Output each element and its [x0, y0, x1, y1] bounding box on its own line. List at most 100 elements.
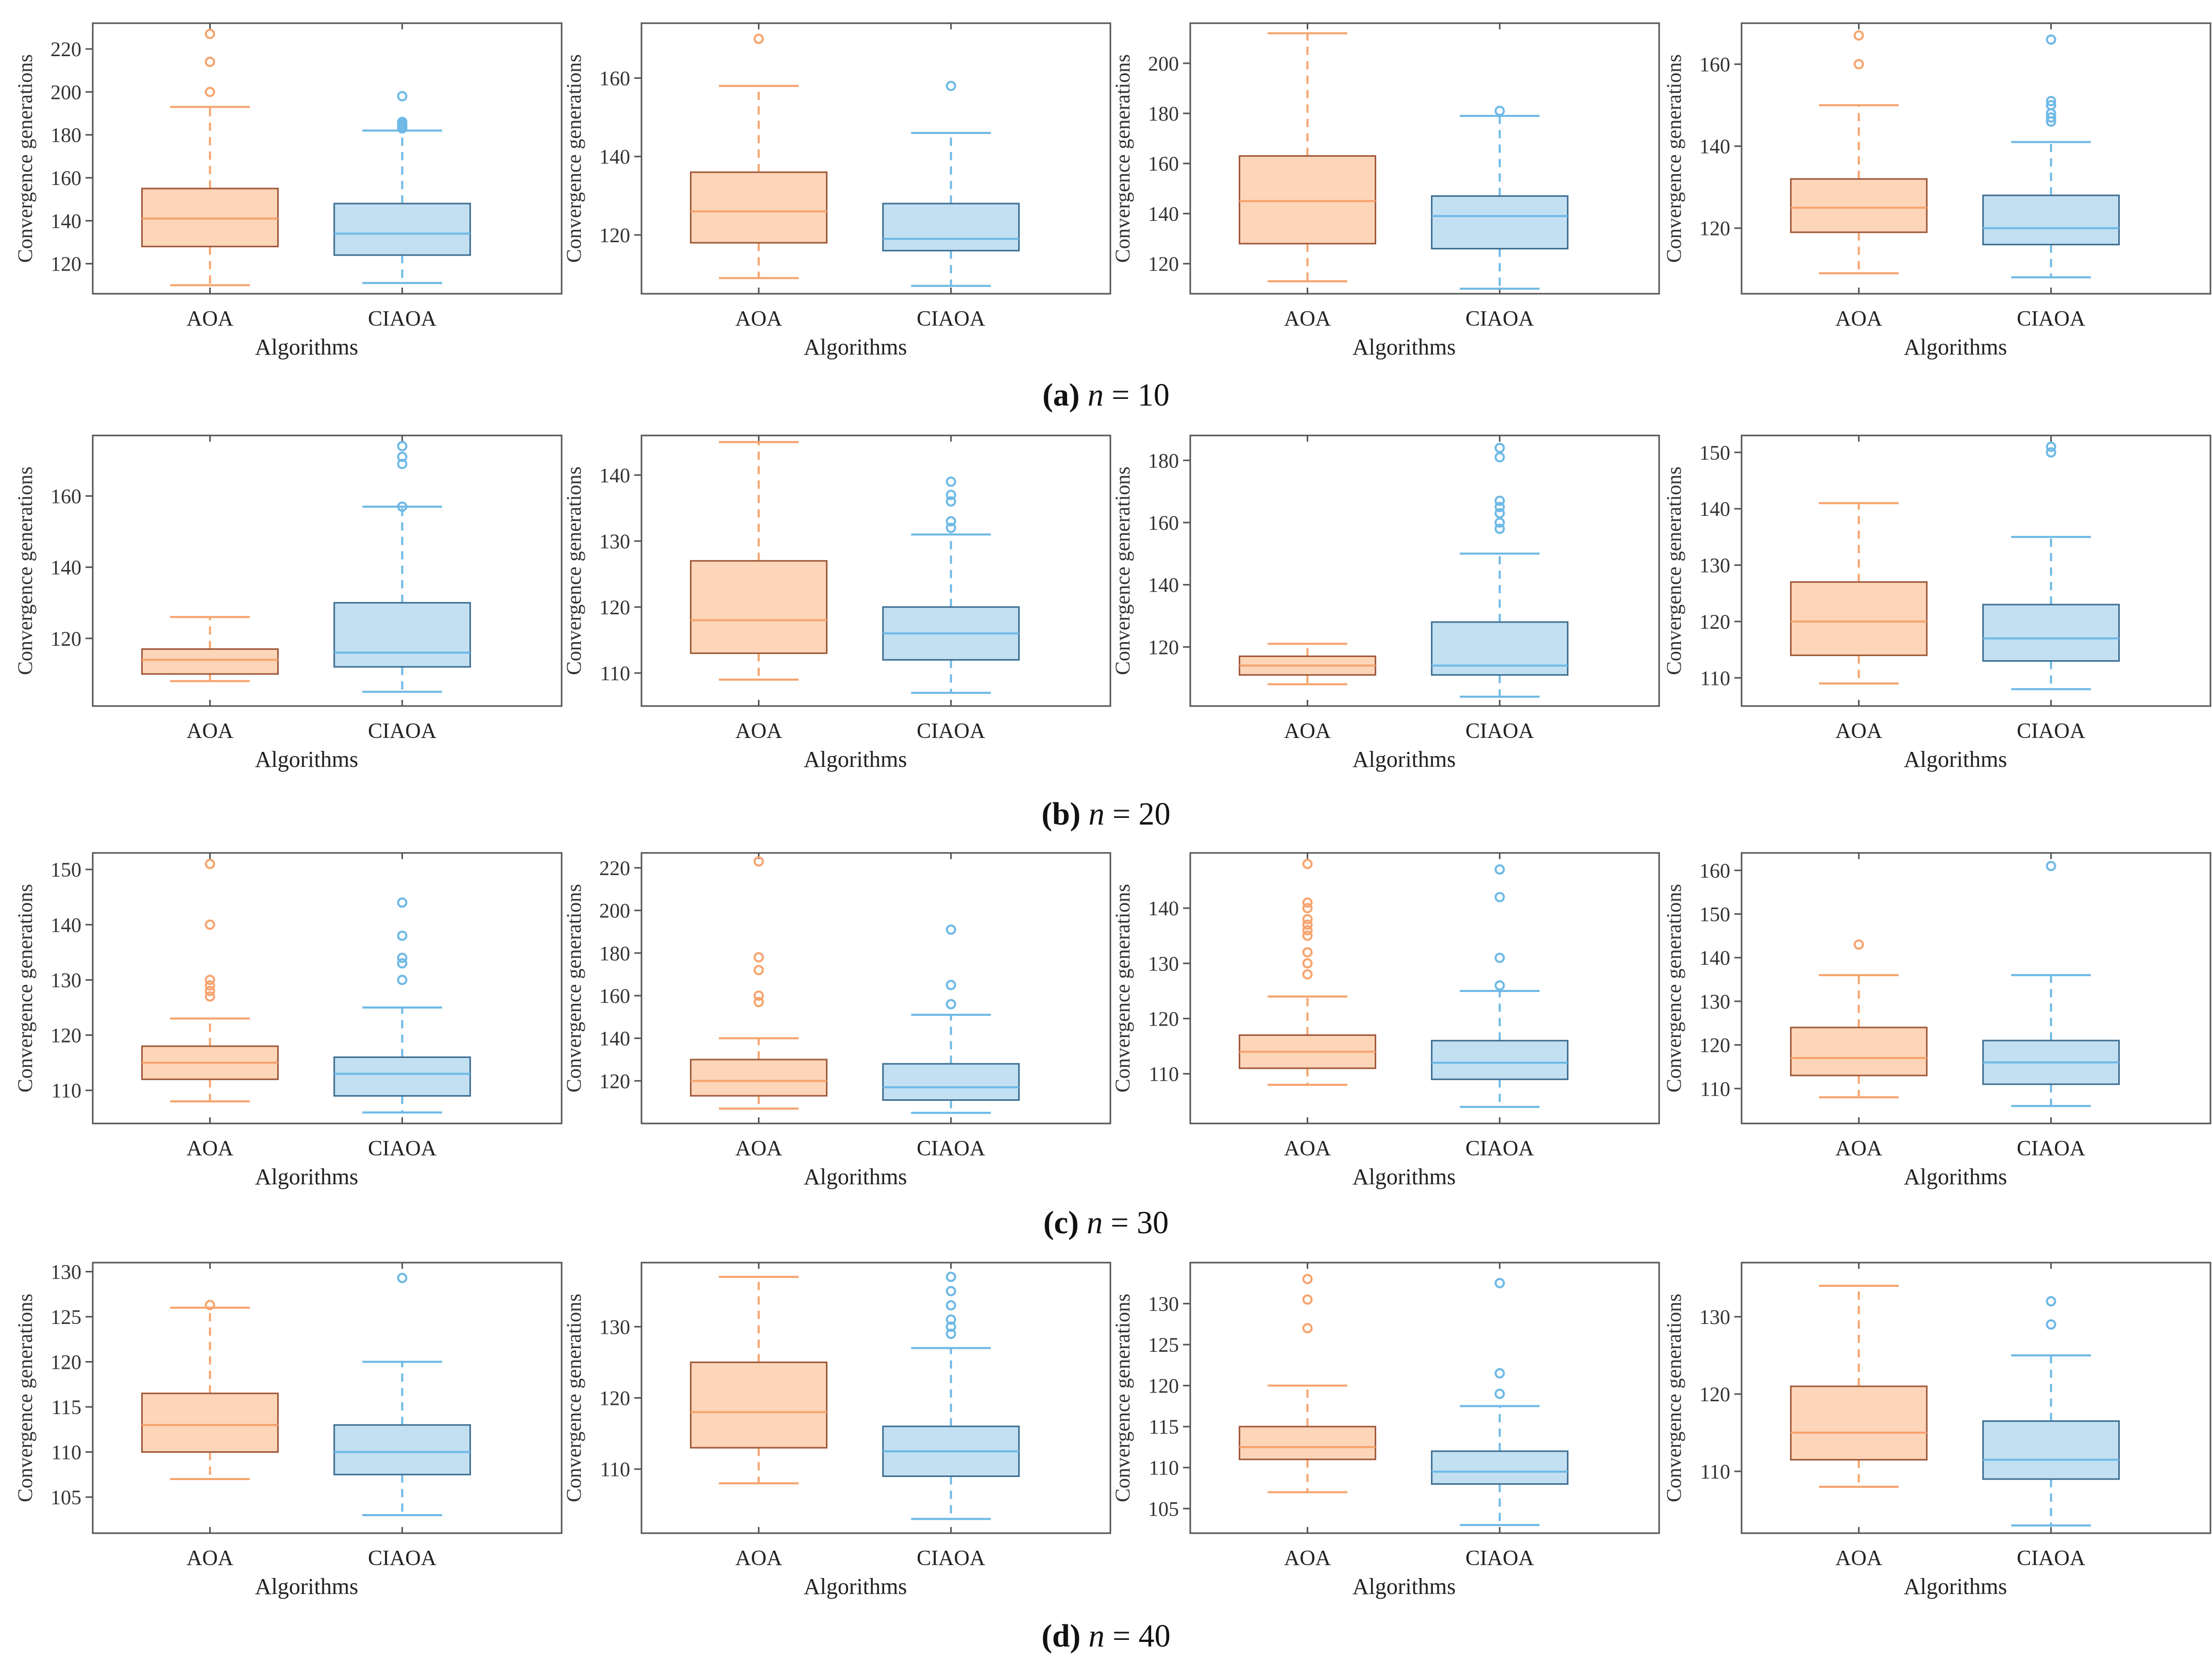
- x-axis-label: Algorithms: [255, 334, 358, 360]
- y-tick-label: 120: [50, 1351, 81, 1374]
- caption-var: n: [1088, 797, 1105, 832]
- outlier-point: [2046, 441, 2056, 452]
- y-tick-label: 120: [599, 1069, 630, 1093]
- y-tick-label: 110: [600, 1458, 630, 1481]
- box-iqr: [333, 1424, 471, 1475]
- y-tick-label: 110: [51, 1079, 81, 1102]
- outlier-point: [2046, 861, 2056, 871]
- outlier-point: [945, 516, 956, 527]
- outlier-point: [1853, 939, 1864, 950]
- x-tick-label: CIAOA: [2017, 1547, 2086, 1570]
- x-axis-label: Algorithms: [1904, 1164, 2007, 1189]
- x-axis-label: Algorithms: [1904, 334, 2007, 360]
- y-tick-label: 130: [50, 968, 81, 992]
- y-tick-label: 180: [1148, 102, 1179, 125]
- y-tick-label: 220: [599, 857, 630, 880]
- outlier-point: [2046, 1296, 2056, 1306]
- y-tick-label: 200: [50, 80, 81, 104]
- boxplot-panel: 120 140 160 180 200 Convergence generations AO…: [1111, 22, 1660, 360]
- boxplot-panel: 120 140 160 180 200 220 Convergence generation…: [562, 852, 1111, 1189]
- boxplot-panel: 110 120 130 140 150 Convergence generations AO…: [1662, 434, 2211, 772]
- y-tick-label: 140: [599, 464, 630, 487]
- y-tick-label: 120: [50, 253, 81, 276]
- boxplot-panel: 110 120 130 Convergence generations AOA CIAOA…: [562, 1262, 1111, 1599]
- y-axis-label: Convergence generations: [1111, 884, 1134, 1093]
- outlier-point: [945, 1286, 956, 1297]
- y-tick-label: 120: [599, 224, 630, 247]
- outlier-point: [397, 501, 408, 512]
- plot-frame: [1741, 22, 2211, 295]
- outlier-point: [1302, 859, 1313, 869]
- y-tick-label: 160: [599, 67, 630, 90]
- plot-frame: [640, 852, 1111, 1125]
- outlier-point: [1302, 930, 1313, 941]
- outlier-point: [753, 952, 764, 963]
- y-tick-label: 140: [1699, 135, 1730, 158]
- x-tick-label: AOA: [735, 1137, 783, 1161]
- x-axis-label: Algorithms: [804, 1574, 907, 1599]
- boxplot-panel: 110 120 130 140 Convergence generations AOA CI…: [562, 434, 1111, 772]
- y-tick-label: 120: [1699, 1034, 1730, 1057]
- y-tick-label: 140: [1148, 897, 1179, 920]
- x-tick-label: AOA: [735, 1547, 783, 1570]
- outlier-point: [397, 459, 408, 469]
- outlier-point: [1494, 501, 1505, 512]
- y-tick-label: 130: [1148, 1293, 1179, 1316]
- boxplot-panel: 105 110 115 120 125 130 Convergence generation…: [1111, 1262, 1660, 1599]
- caption-eq: = 10: [1111, 378, 1170, 413]
- x-tick-label: CIAOA: [368, 1547, 437, 1570]
- y-tick-label: 130: [1699, 1305, 1730, 1329]
- outlier-point: [1494, 1368, 1505, 1379]
- y-tick-label: 130: [599, 1315, 630, 1338]
- y-tick-label: 120: [599, 596, 630, 619]
- x-tick-label: AOA: [187, 1547, 234, 1570]
- x-axis-label: Algorithms: [1353, 1164, 1456, 1189]
- caption-var: n: [1088, 1619, 1105, 1654]
- box-iqr: [1239, 155, 1376, 245]
- y-tick-label: 115: [51, 1396, 81, 1419]
- outlier-point: [205, 919, 215, 930]
- x-tick-label: AOA: [1284, 719, 1331, 743]
- y-axis-label: Convergence generations: [1111, 54, 1134, 263]
- plot-frame: [1741, 852, 2211, 1125]
- y-tick-label: 120: [1148, 635, 1179, 659]
- x-tick-label: AOA: [1284, 307, 1331, 331]
- caption-label: (c): [1043, 1205, 1079, 1240]
- y-tick-label: 160: [50, 166, 81, 190]
- x-tick-label: CIAOA: [917, 307, 986, 331]
- y-tick-label: 130: [50, 1261, 81, 1284]
- box-iqr: [1239, 1425, 1376, 1461]
- x-axis-label: Algorithms: [1353, 747, 1456, 772]
- x-axis-label: Algorithms: [1904, 1574, 2007, 1599]
- outlier-point: [1494, 980, 1505, 991]
- outlier-point: [1302, 914, 1313, 925]
- outlier-point: [205, 975, 215, 985]
- box-iqr: [333, 602, 471, 668]
- outlier-point: [1494, 443, 1505, 454]
- boxplot-panel: 110 120 130 140 150 Convergence generations AO…: [13, 852, 563, 1189]
- outlier-point: [1302, 925, 1313, 935]
- y-axis-label: Convergence generations: [562, 466, 585, 675]
- outlier-point: [397, 897, 408, 908]
- outlier-point: [1302, 919, 1313, 930]
- outlier-point: [753, 990, 764, 1001]
- caption-eq: = 30: [1110, 1205, 1169, 1240]
- outlier-point: [945, 1314, 956, 1325]
- x-axis-label: Algorithms: [804, 334, 907, 360]
- boxplot-panel: 105 110 115 120 125 130 Convergence generation…: [13, 1261, 563, 1599]
- y-tick-label: 110: [1149, 1063, 1179, 1086]
- outlier-point: [397, 975, 408, 985]
- outlier-point: [945, 980, 956, 991]
- x-tick-label: CIAOA: [368, 1137, 437, 1161]
- outlier-point: [1302, 958, 1313, 969]
- caption-eq: = 20: [1112, 797, 1171, 832]
- y-tick-label: 120: [50, 1024, 81, 1047]
- x-axis-label: Algorithms: [804, 1164, 907, 1189]
- y-tick-label: 140: [1699, 497, 1730, 521]
- outlier-point: [753, 965, 764, 976]
- box-iqr: [1790, 178, 1928, 233]
- outlier-point: [945, 1321, 956, 1332]
- y-tick-label: 120: [1699, 1383, 1730, 1406]
- outlier-point: [753, 33, 764, 44]
